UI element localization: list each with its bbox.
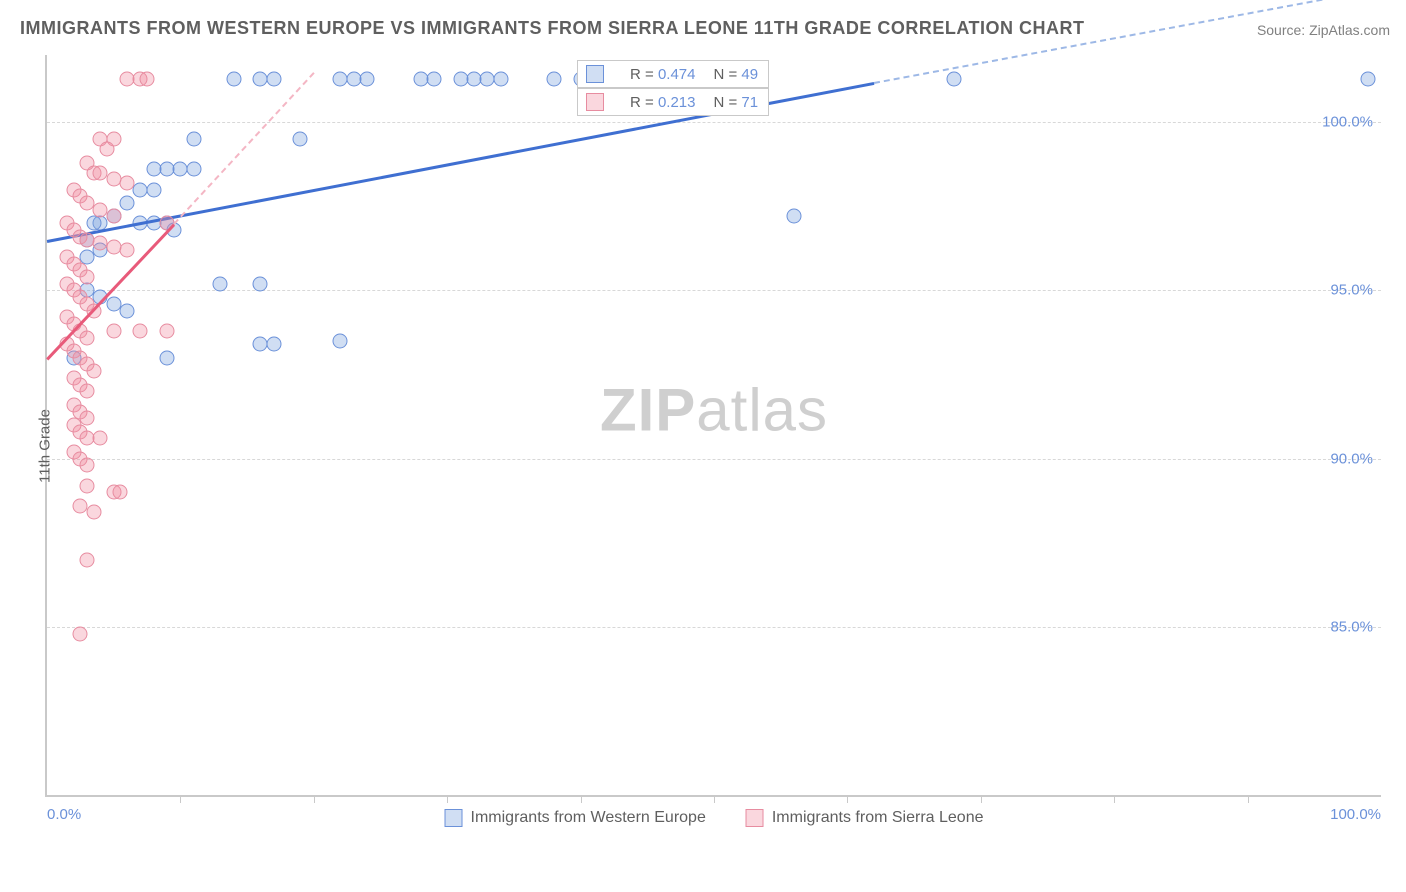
x-tick-label: 100.0% — [1330, 806, 1381, 823]
scatter-point — [546, 71, 561, 86]
scatter-point — [226, 71, 241, 86]
scatter-point — [213, 276, 228, 291]
scatter-point — [120, 303, 135, 318]
legend-swatch — [445, 809, 463, 827]
scatter-point — [120, 243, 135, 258]
legend-label: Immigrants from Sierra Leone — [772, 809, 984, 826]
scatter-point — [86, 216, 101, 231]
x-tick — [180, 795, 181, 803]
x-tick — [981, 795, 982, 803]
legend-n-label: N = — [713, 94, 737, 111]
y-axis-label: 11th Grade — [36, 409, 53, 483]
legend-item: Immigrants from Western Europe — [445, 809, 706, 827]
scatter-point — [100, 142, 115, 157]
scatter-point — [80, 478, 95, 493]
y-tick-label: 95.0% — [1330, 282, 1373, 299]
scatter-point — [266, 71, 281, 86]
scatter-point — [80, 330, 95, 345]
x-tick — [447, 795, 448, 803]
scatter-point — [947, 71, 962, 86]
watermark: ZIPatlas — [600, 376, 828, 445]
y-tick-label: 85.0% — [1330, 618, 1373, 635]
legend-n-label: N = — [713, 66, 737, 83]
scatter-point — [80, 458, 95, 473]
x-tick-label: 0.0% — [47, 806, 81, 823]
legend-swatch — [586, 93, 604, 111]
legend-r-label: R = — [630, 94, 654, 111]
scatter-point — [133, 323, 148, 338]
gridline — [47, 122, 1381, 123]
y-tick-label: 90.0% — [1330, 450, 1373, 467]
scatter-point — [120, 175, 135, 190]
scatter-point — [266, 337, 281, 352]
legend-label: Immigrants from Western Europe — [471, 809, 706, 826]
x-tick — [314, 795, 315, 803]
scatter-point — [787, 209, 802, 224]
scatter-point — [360, 71, 375, 86]
correlation-legend-row: R = 0.213 N = 71 — [577, 88, 769, 116]
scatter-point — [80, 270, 95, 285]
legend-swatch — [586, 65, 604, 83]
legend-r-value: 0.474 — [658, 66, 696, 83]
x-tick — [1114, 795, 1115, 803]
watermark-light: atlas — [696, 377, 828, 444]
x-tick — [581, 795, 582, 803]
scatter-point — [333, 333, 348, 348]
scatter-point — [293, 132, 308, 147]
scatter-point — [86, 505, 101, 520]
legend-r-label: R = — [630, 66, 654, 83]
legend-r-value: 0.213 — [658, 94, 696, 111]
correlation-legend-row: R = 0.474 N = 49 — [577, 60, 769, 88]
x-tick — [847, 795, 848, 803]
series-legend: Immigrants from Western Europe Immigrants… — [445, 809, 984, 827]
scatter-point — [160, 350, 175, 365]
gridline — [47, 290, 1381, 291]
y-tick-label: 100.0% — [1322, 114, 1373, 131]
watermark-bold: ZIP — [600, 377, 696, 444]
scatter-point — [146, 182, 161, 197]
gridline — [47, 627, 1381, 628]
scatter-point — [1360, 71, 1375, 86]
scatter-point — [140, 71, 155, 86]
scatter-point — [80, 552, 95, 567]
gridline — [47, 459, 1381, 460]
scatter-point — [253, 276, 268, 291]
scatter-point — [186, 132, 201, 147]
scatter-point — [93, 431, 108, 446]
scatter-point — [426, 71, 441, 86]
x-tick — [1248, 795, 1249, 803]
legend-swatch — [746, 809, 764, 827]
scatter-point — [106, 323, 121, 338]
scatter-plot-area: ZIPatlas 100.0%95.0%90.0%85.0%0.0%100.0%… — [45, 55, 1381, 797]
chart-title: IMMIGRANTS FROM WESTERN EUROPE VS IMMIGR… — [20, 18, 1085, 39]
scatter-point — [73, 626, 88, 641]
x-tick — [714, 795, 715, 803]
scatter-point — [106, 209, 121, 224]
scatter-point — [160, 162, 175, 177]
scatter-point — [120, 196, 135, 211]
scatter-point — [186, 162, 201, 177]
scatter-point — [80, 384, 95, 399]
source-attribution: Source: ZipAtlas.com — [1257, 22, 1390, 38]
scatter-point — [86, 364, 101, 379]
legend-n-value: 49 — [741, 66, 758, 83]
legend-n-value: 71 — [741, 94, 758, 111]
scatter-point — [113, 485, 128, 500]
scatter-point — [160, 323, 175, 338]
legend-item: Immigrants from Sierra Leone — [746, 809, 984, 827]
scatter-point — [493, 71, 508, 86]
